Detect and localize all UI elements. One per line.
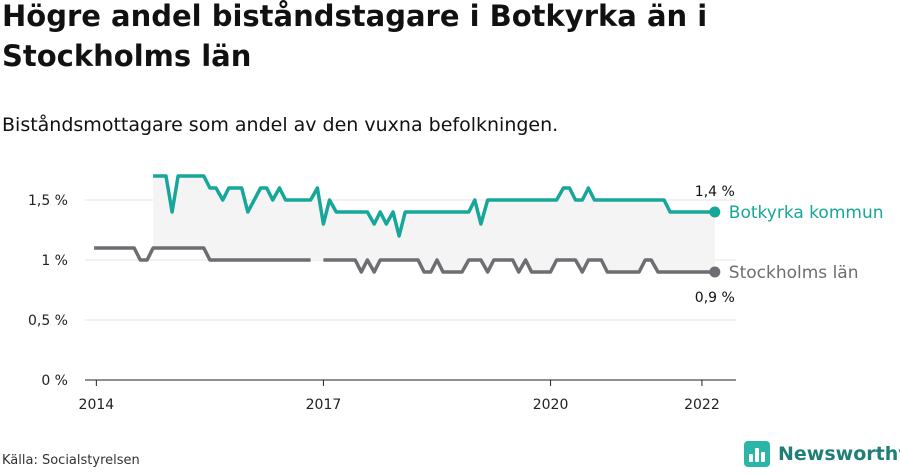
series-label: Botkyrka kommun: [729, 203, 884, 223]
series-line-stockholm: [94, 246, 715, 274]
series-line-botkyrka: [153, 174, 715, 238]
chart-title: Högre andel biståndstagare i Botkyrka än…: [2, 0, 708, 73]
brand[interactable]: Newsworthy: [744, 441, 900, 467]
source-note: Källa: Socialstyrelsen: [2, 453, 140, 468]
newsworthy-logo-icon: [744, 441, 770, 467]
series-end-dot: [709, 206, 721, 218]
series-label: Stockholms län: [729, 263, 859, 283]
x-tick-label: 2022: [684, 397, 720, 413]
series-end-dot: [709, 266, 721, 278]
y-tick-label: 1,5 %: [28, 193, 68, 209]
y-tick-label: 0 %: [41, 373, 68, 389]
chart-subtitle: Biståndsmottagare som andel av den vuxna…: [2, 114, 559, 136]
end-value-label: 0,9 %: [695, 290, 735, 306]
y-tick-label: 1 %: [41, 253, 68, 269]
brand-name: Newsworthy: [778, 443, 900, 465]
y-tick-label: 0,5 %: [28, 313, 68, 329]
end-value-label: 1,4 %: [695, 184, 735, 200]
x-tick-label: 2014: [79, 397, 115, 413]
x-tick-label: 2017: [306, 397, 342, 413]
x-tick-label: 2020: [533, 397, 569, 413]
gap-area: [153, 176, 715, 272]
